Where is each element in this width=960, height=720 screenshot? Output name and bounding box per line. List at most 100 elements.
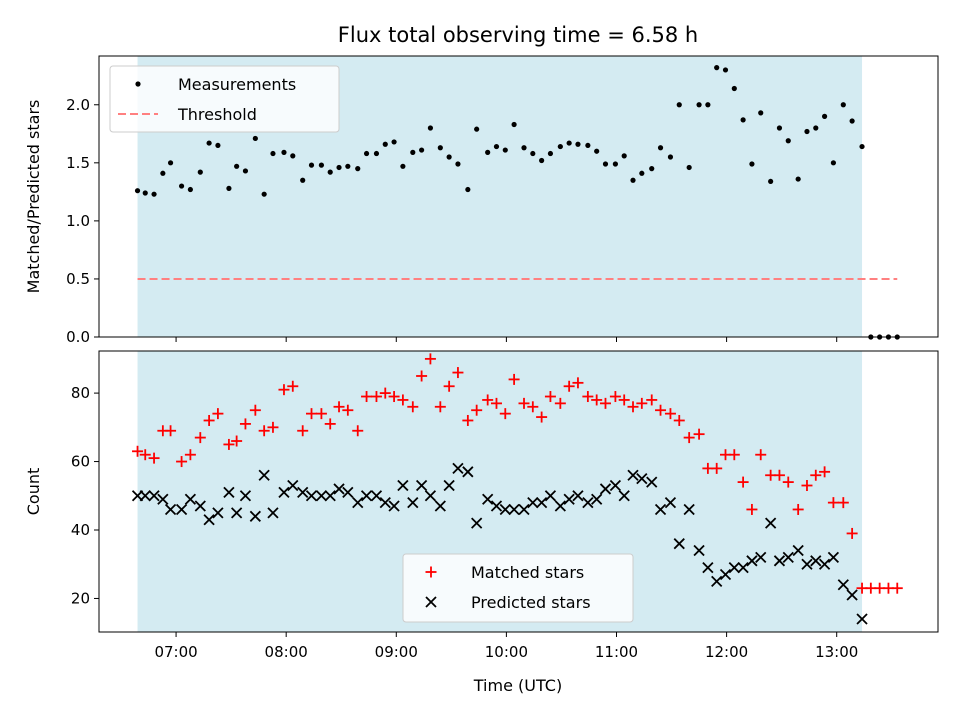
data-point	[719, 568, 732, 581]
data-point	[676, 102, 682, 108]
data-point	[342, 486, 354, 498]
legend: Matched stars Predicted stars	[402, 553, 634, 623]
data-point	[287, 380, 299, 392]
data-point	[258, 425, 270, 437]
data-point	[148, 490, 160, 502]
y-axis-label: Count	[24, 468, 43, 516]
data-point	[554, 397, 566, 409]
data-point	[696, 102, 702, 108]
data-point	[585, 142, 591, 149]
data-point	[664, 496, 677, 509]
data-point	[618, 490, 630, 502]
data-point	[711, 462, 723, 474]
data-point	[443, 479, 455, 492]
data-point	[563, 493, 575, 505]
top-panel: 0.0 0.5 1.0 1.5 2.0 Matched/Predicted stars Me…	[24, 55, 939, 346]
data-point	[705, 102, 711, 108]
data-point	[856, 613, 868, 625]
data-point	[821, 113, 828, 119]
data-point	[471, 404, 483, 416]
data-point	[290, 153, 296, 159]
data-point	[231, 435, 243, 447]
data-point	[139, 490, 151, 502]
data-point	[557, 143, 563, 150]
data-point	[151, 191, 157, 197]
data-point	[508, 373, 520, 385]
data-point	[370, 490, 383, 502]
data-point	[318, 162, 325, 168]
y-tick-label: 1.5	[66, 154, 90, 172]
data-point	[370, 391, 382, 403]
series-1	[132, 353, 903, 594]
data-point	[554, 500, 566, 512]
data-point	[536, 411, 548, 423]
legend-label: Measurements	[178, 75, 296, 94]
data-point	[482, 394, 494, 406]
data-point	[212, 507, 224, 519]
data-point	[673, 414, 685, 426]
data-point	[636, 473, 648, 485]
legend-label: Matched stars	[471, 563, 584, 582]
data-point	[618, 394, 630, 406]
data-point	[308, 162, 315, 168]
data-point	[827, 497, 839, 509]
data-point	[499, 503, 511, 516]
data-point	[673, 538, 685, 550]
data-point	[621, 153, 627, 159]
data-point	[178, 183, 185, 189]
data-point	[740, 117, 746, 123]
data-point	[252, 135, 258, 142]
data-point	[397, 479, 409, 492]
data-point	[297, 425, 309, 437]
data-point	[686, 164, 692, 171]
legend-marker	[135, 81, 141, 87]
data-point	[746, 503, 758, 515]
data-point	[194, 432, 206, 444]
data-point	[530, 150, 536, 157]
data-point	[804, 128, 810, 135]
data-point	[462, 466, 474, 478]
data-point	[602, 161, 609, 167]
data-point	[342, 404, 354, 416]
data-point	[728, 449, 740, 461]
data-point	[455, 161, 461, 167]
data-point	[714, 65, 720, 71]
data-point	[667, 154, 674, 160]
data-point	[270, 150, 276, 157]
data-point	[471, 517, 483, 529]
data-point	[239, 490, 252, 502]
data-point	[664, 408, 676, 420]
data-point	[801, 480, 813, 492]
data-point	[226, 185, 232, 191]
data-point	[819, 466, 831, 478]
data-point	[437, 145, 443, 151]
data-point	[382, 141, 388, 147]
legend-marker	[425, 566, 437, 578]
data-point	[511, 121, 517, 128]
data-point	[434, 401, 446, 413]
data-point	[345, 163, 351, 169]
legend-box	[109, 65, 340, 133]
data-point	[527, 401, 539, 413]
data-point	[508, 503, 520, 516]
data-point	[333, 483, 345, 495]
data-point	[352, 425, 364, 437]
data-point	[184, 493, 197, 505]
data-point	[175, 503, 188, 516]
data-point	[352, 496, 364, 509]
chart-title: Flux total observing time = 6.58 h	[338, 23, 698, 47]
x-tick-label: 09:00	[375, 643, 418, 661]
data-point	[452, 462, 464, 475]
data-point	[167, 160, 174, 166]
data-point	[657, 145, 664, 151]
data-point	[400, 163, 406, 169]
data-point	[591, 493, 603, 505]
data-point	[575, 141, 581, 147]
data-point	[230, 507, 243, 519]
data-point	[391, 139, 397, 145]
data-point	[582, 496, 594, 509]
data-point	[591, 394, 603, 406]
data-point	[305, 490, 318, 502]
data-point	[223, 438, 235, 450]
data-point	[482, 493, 494, 505]
